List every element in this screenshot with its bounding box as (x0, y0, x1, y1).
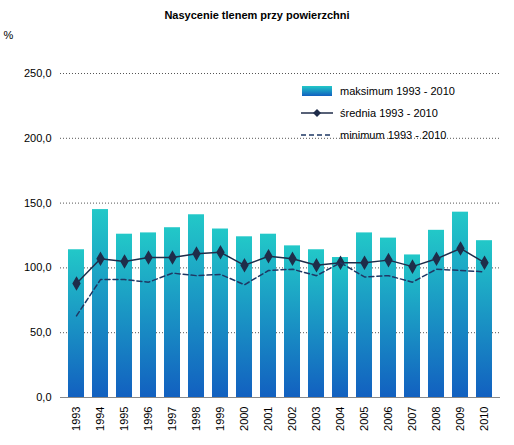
svg-text:2003: 2003 (310, 407, 322, 431)
html-text:maksimum 1993 - 2010: maksimum 1993 - 2010 (340, 85, 455, 97)
svg-text:2009: 2009 (454, 407, 466, 431)
svg-text:1997: 1997 (166, 407, 178, 431)
svg-text:2005: 2005 (358, 407, 370, 431)
svg-text:1996: 1996 (142, 407, 154, 431)
svg-text:%: % (4, 29, 14, 41)
svg-text:2008: 2008 (430, 407, 442, 431)
svg-text:100,0: 100,0 (24, 261, 52, 273)
html-text:minimum 1993 - 2010: minimum 1993 - 2010 (340, 129, 447, 141)
svg-text:2002: 2002 (286, 407, 298, 431)
svg-text:1998: 1998 (190, 407, 202, 431)
html-text:średnia 1993 - 2010: średnia 1993 - 2010 (340, 107, 438, 119)
html-text:Nasycenie tlenem przy powierzc: Nasycenie tlenem przy powierzchni (164, 9, 350, 21)
svg-text:2007: 2007 (406, 407, 418, 431)
svg-text:1995: 1995 (118, 407, 130, 431)
svg-text:2006: 2006 (382, 407, 394, 431)
svg-text:2010: 2010 (478, 407, 490, 431)
svg-text:1999: 1999 (214, 407, 226, 431)
svg-text:1993: 1993 (70, 407, 82, 431)
svg-text:2004: 2004 (334, 407, 346, 431)
svg-text:150,0: 150,0 (24, 197, 52, 209)
svg-text:0,0: 0,0 (36, 391, 51, 403)
svg-text:1994: 1994 (94, 407, 106, 431)
svg-text:50,0: 50,0 (30, 326, 51, 338)
svg-text:200,0: 200,0 (24, 132, 52, 144)
svg-text:2001: 2001 (262, 407, 274, 431)
svg-text:2000: 2000 (238, 407, 250, 431)
svg-text:250,0: 250,0 (24, 67, 52, 79)
